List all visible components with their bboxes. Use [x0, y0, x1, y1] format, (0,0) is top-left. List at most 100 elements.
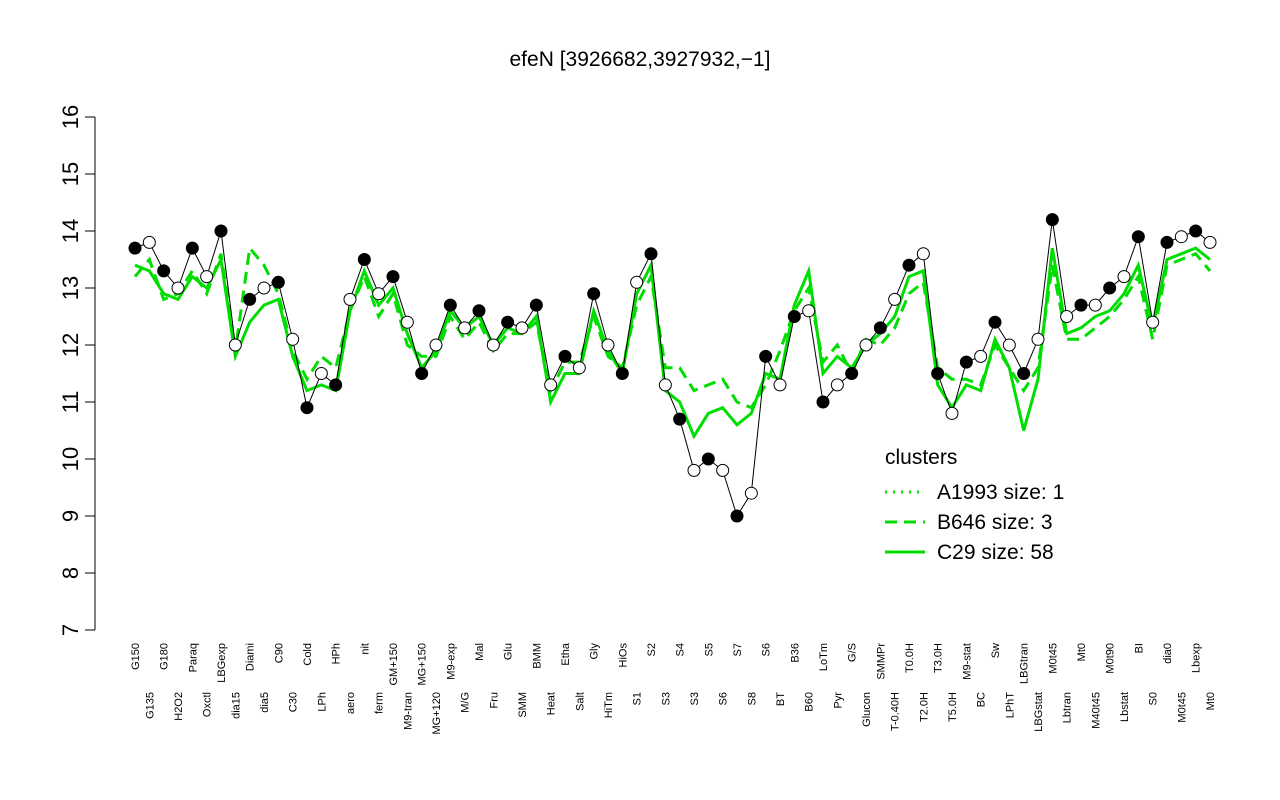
point: [615, 367, 629, 380]
point: [558, 349, 572, 363]
y-tick-label: 11: [58, 391, 83, 414]
x-tick-label: T3.0H: [933, 643, 945, 673]
y-tick-label: 12: [58, 333, 83, 357]
x-tick-label: S0: [1148, 692, 1160, 705]
point: [687, 463, 701, 477]
x-tick-label: Glucon: [861, 692, 873, 727]
x-tick-label: T2.0H: [918, 692, 930, 722]
point: [916, 247, 930, 261]
x-tick-label: HiOs: [617, 643, 629, 668]
x-tick-label: G150: [130, 643, 142, 670]
x-tick-label: Fru: [488, 692, 500, 709]
point: [544, 378, 558, 392]
point: [1146, 315, 1160, 329]
expression-line: [134, 219, 1211, 518]
point: [357, 253, 371, 266]
x-tick-label: M9-stat: [961, 643, 973, 680]
point: [185, 241, 199, 255]
point: [200, 270, 214, 284]
y-tick-label: 13: [58, 276, 83, 300]
x-tick-label: C30: [288, 692, 300, 712]
point: [271, 275, 285, 289]
point: [959, 355, 973, 369]
x-tick-label: H2O2: [173, 692, 185, 721]
point: [458, 321, 472, 335]
x-tick-label: M9-tran: [402, 692, 414, 730]
x-tick-label: T5.0H: [947, 692, 959, 722]
x-tick-label: BMM: [531, 643, 543, 669]
point: [157, 264, 171, 278]
x-tick-label: LBGtran: [1019, 643, 1031, 684]
x-tick-label: M0t90: [1105, 643, 1117, 674]
x-tick-label: Etha: [560, 642, 572, 666]
point: [515, 321, 529, 335]
point: [472, 304, 486, 318]
x-tick-label: nit: [359, 643, 371, 655]
cluster-line: [134, 246, 1211, 440]
x-tick-label: Glu: [503, 643, 515, 660]
point: [415, 367, 429, 380]
y-tick-label: 10: [58, 447, 83, 471]
point: [1203, 235, 1217, 249]
x-tick-label: Diami: [245, 643, 257, 671]
legend-label: A1993 size: 1: [937, 481, 1064, 504]
x-tick-label: LPhT: [1004, 692, 1016, 719]
x-tick-label: S8: [746, 692, 758, 705]
point: [300, 401, 314, 415]
y-tick-label: 8: [58, 567, 83, 579]
point: [429, 338, 443, 352]
x-tick-label: S1: [632, 692, 644, 705]
x-tick-label: Mal: [474, 643, 486, 661]
point: [1189, 224, 1203, 238]
legend-title: clusters: [885, 446, 957, 469]
point: [744, 486, 758, 500]
point: [802, 304, 816, 318]
point: [945, 406, 959, 420]
y-tick-label: 15: [58, 162, 83, 186]
point: [228, 338, 242, 352]
x-tick-label: Cold: [302, 643, 314, 666]
x-tick-label: Mt0: [1205, 692, 1217, 710]
x-tick-label: Sw: [990, 643, 1002, 658]
x-tick-label: BI: [1133, 643, 1145, 653]
point: [443, 298, 457, 312]
x-tick-label: Mt0: [1076, 643, 1088, 661]
point: [1117, 270, 1131, 284]
point: [343, 292, 357, 306]
point: [314, 367, 328, 380]
point: [386, 270, 400, 284]
y-tick-label: 16: [58, 105, 83, 129]
point: [816, 395, 830, 409]
x-tick-label: S6: [718, 692, 730, 705]
x-tick-label: LoTm: [818, 643, 830, 671]
x-tick-label: Gly: [589, 643, 601, 660]
x-tick-label: MG+150: [417, 643, 429, 686]
point: [773, 378, 787, 392]
point: [1088, 298, 1102, 312]
x-tick-label: HPh: [331, 643, 343, 664]
x-tick-label: G/S: [847, 643, 859, 662]
point: [1060, 310, 1074, 323]
x-tick-label: dia5: [259, 692, 271, 713]
point: [372, 287, 386, 301]
x-tick-label: dia15: [230, 692, 242, 719]
point: [673, 412, 687, 426]
point: [243, 292, 257, 306]
point: [1017, 367, 1031, 380]
point: [859, 338, 873, 352]
point: [529, 298, 543, 312]
point: [658, 378, 672, 392]
x-tick-label: LBGstat: [1033, 692, 1045, 732]
point: [902, 258, 916, 272]
x-tick-label: S5: [703, 643, 715, 656]
point: [1031, 332, 1045, 346]
x-tick-label: ferm: [374, 692, 386, 714]
y-tick-label: 14: [58, 219, 83, 243]
x-tick-label: Heat: [546, 692, 558, 715]
point: [830, 378, 844, 392]
point: [257, 281, 271, 295]
x-tick-label: M0t45: [1176, 692, 1188, 723]
x-tick-label: M0t45: [1047, 643, 1059, 674]
x-tick-label: T0.0H: [904, 643, 916, 673]
